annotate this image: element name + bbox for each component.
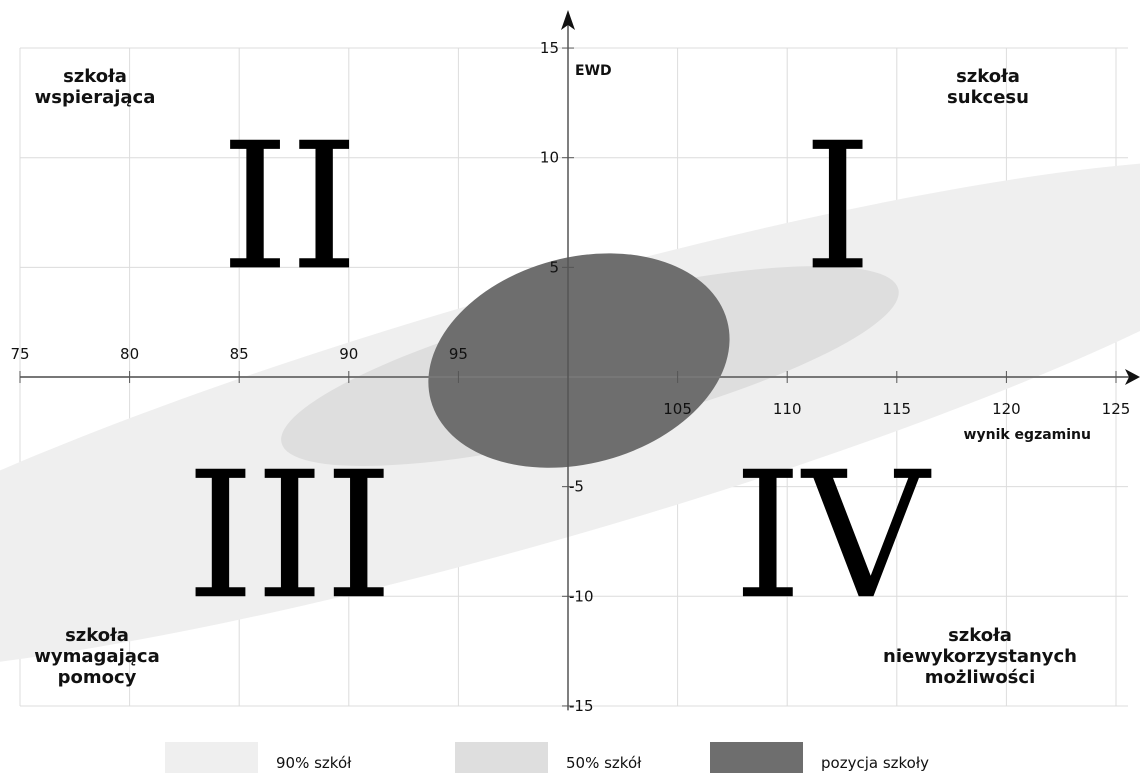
- quadrant-numeral-IV: IV: [733, 435, 931, 638]
- y-tick-label: 10: [540, 149, 559, 167]
- y-axis-arrow: [561, 10, 575, 30]
- x-axis-arrow: [1125, 369, 1140, 385]
- y-tick-label: -10: [569, 587, 594, 605]
- quadrant-label-III: wymagająca: [34, 646, 159, 667]
- quadrant-label-IV: możliwości: [925, 667, 1036, 688]
- ellipses: [0, 160, 1140, 673]
- quadrant-label-I: szkoła: [956, 66, 1020, 87]
- ellipse-pozycja-szko-y: [428, 253, 730, 468]
- x-tick-label: 95: [449, 345, 468, 363]
- x-tick-label: 80: [120, 345, 139, 363]
- y-tick-label: -5: [569, 478, 584, 496]
- quadrant-label-II: wspierająca: [35, 87, 156, 108]
- x-tick-label: 75: [10, 345, 29, 363]
- y-tick-label: 5: [549, 258, 559, 276]
- y-tick-label: 15: [540, 39, 559, 57]
- legend-label: pozycja szkoły: [821, 754, 929, 772]
- y-axis-title: EWD: [575, 63, 612, 79]
- quadrant-numeral-I: I: [803, 106, 872, 309]
- quadrant-label-III: pomocy: [58, 667, 137, 688]
- quadrant-label-II: szkoła: [63, 66, 127, 87]
- x-axis-title: wynik egzaminu: [964, 427, 1091, 443]
- x-tick-label: 85: [230, 345, 249, 363]
- legend-swatch: [455, 742, 548, 773]
- quadrant-label-III: szkoła: [65, 625, 129, 646]
- x-tick-label: 90: [339, 345, 358, 363]
- quadrant-labels: szkołasukcesuszkoławspierającaszkoławyma…: [34, 66, 1077, 688]
- y-tick-label: -15: [569, 697, 594, 715]
- quadrant-numeral-II: II: [220, 106, 358, 309]
- quadrant-numeral-III: III: [186, 435, 393, 638]
- legend-swatch: [710, 742, 803, 773]
- legend: 90% szkół 50% szkół pozycja szkoły: [165, 742, 929, 773]
- legend-label: 50% szkół: [566, 754, 642, 772]
- quadrant-label-IV: niewykorzystanych: [883, 646, 1077, 667]
- axes: [20, 10, 1140, 711]
- x-tick-label: 110: [773, 400, 802, 418]
- quadrant-label-IV: szkoła: [948, 625, 1012, 646]
- x-tick-label: 125: [1102, 400, 1131, 418]
- legend-label: 90% szkół: [276, 754, 352, 772]
- quadrant-label-I: sukcesu: [947, 87, 1029, 108]
- legend-swatch: [165, 742, 258, 773]
- x-tick-label: 105: [663, 400, 692, 418]
- x-tick-label: 120: [992, 400, 1021, 418]
- x-tick-label: 115: [882, 400, 911, 418]
